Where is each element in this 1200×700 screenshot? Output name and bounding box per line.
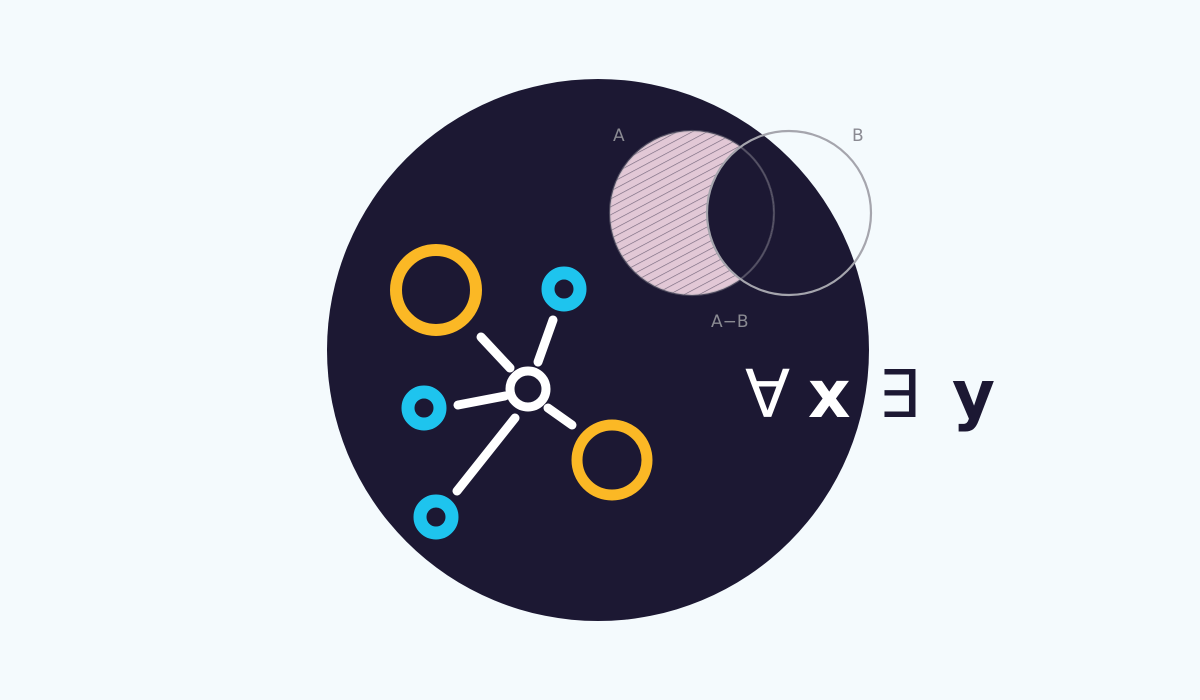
venn-set-a-outline xyxy=(608,129,776,297)
exists-symbol: ∃ xyxy=(878,356,920,433)
link-to-cyan-top xyxy=(533,315,558,367)
logic-formula: ∀ x ∃ y xyxy=(745,356,995,433)
link-to-cyan-left xyxy=(453,391,510,410)
network-node-gold-right xyxy=(571,419,653,501)
variable-x: x xyxy=(808,356,851,433)
network-graph-icon xyxy=(390,244,653,540)
venn-label-b: B xyxy=(852,126,864,146)
network-node-cyan-top xyxy=(541,266,587,312)
venn-label-difference: A−B xyxy=(711,312,749,332)
link-to-cyan-bottom xyxy=(452,413,520,496)
network-hub-node xyxy=(505,366,551,412)
venn-label-a: A xyxy=(613,126,625,146)
network-node-gold-top xyxy=(390,244,482,336)
network-links xyxy=(452,315,577,496)
venn-intersection-mask xyxy=(707,131,774,295)
venn-difference-icon: A B A−B xyxy=(608,126,873,332)
link-to-gold-top xyxy=(476,332,515,373)
venn-set-b-circle xyxy=(705,129,873,297)
background-disc xyxy=(327,79,869,621)
network-node-cyan-left xyxy=(401,385,447,431)
forall-symbol: ∀ xyxy=(745,356,790,433)
link-to-gold-right xyxy=(543,403,577,430)
variable-y: y xyxy=(952,356,995,433)
network-node-cyan-bottom xyxy=(413,494,459,540)
